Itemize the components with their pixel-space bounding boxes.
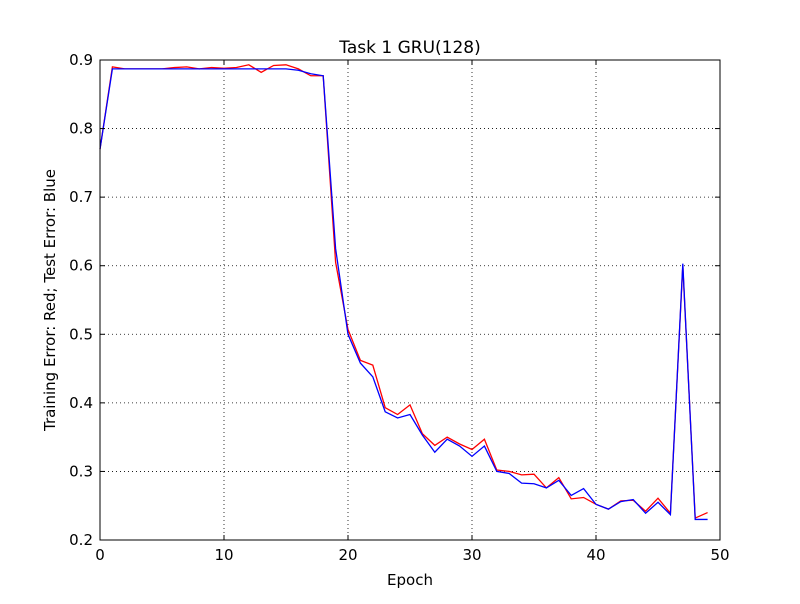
- chart-title: Task 1 GRU(128): [338, 38, 480, 58]
- grid-lines: [100, 60, 720, 540]
- y-tick-label: 0.9: [69, 51, 93, 69]
- y-tick-label: 0.5: [69, 325, 93, 343]
- y-tick-labels: 0.2 0.3 0.4 0.5 0.6 0.7 0.8 0.9: [69, 51, 93, 549]
- y-axis-label: Training Error: Red; Test Error: Blue: [41, 169, 59, 432]
- x-tick-label: 10: [214, 546, 233, 564]
- plot-frame: [99, 59, 721, 541]
- y-tick-label: 0.8: [69, 120, 93, 138]
- x-tick-label: 20: [338, 546, 357, 564]
- test-error-line: [99, 68, 708, 521]
- x-tick-label: 30: [462, 546, 481, 564]
- x-tick-label: 40: [586, 546, 605, 564]
- x-tick-label: 0: [95, 546, 105, 564]
- x-tick-labels: 0 10 20 30 40 50: [95, 546, 729, 564]
- y-tick-label: 0.3: [69, 462, 93, 480]
- y-tick-label: 0.7: [69, 188, 93, 206]
- x-axis-label: Epoch: [387, 571, 433, 589]
- tick-marks: [99, 59, 721, 541]
- y-tick-label: 0.2: [69, 531, 93, 549]
- series-layer: [99, 64, 708, 521]
- y-tick-label: 0.4: [69, 394, 93, 412]
- x-tick-label: 50: [710, 546, 729, 564]
- y-tick-label: 0.6: [69, 257, 93, 275]
